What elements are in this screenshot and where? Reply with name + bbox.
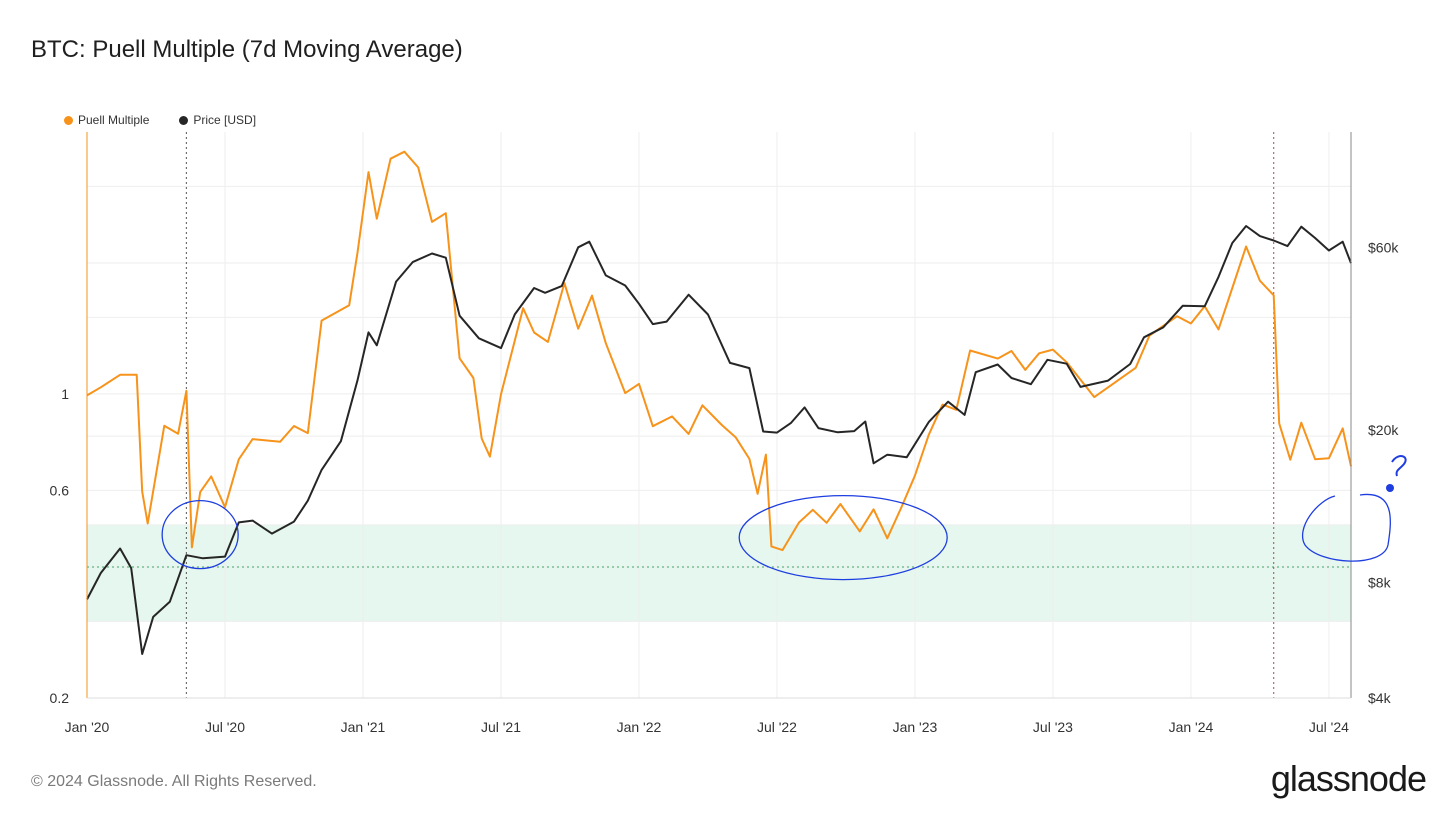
left-tick-label: 0.6 [50,482,70,498]
legend-label-price: Price [USD] [193,113,257,127]
series-line-price [86,225,1352,655]
legend-dot-price [179,115,189,125]
legend-dot-puell [64,115,73,125]
annotation-question-hook [1391,455,1407,477]
plot-background [87,524,1351,622]
left-tick-label: 1 [61,386,69,402]
annotation-circle-2022 [738,494,948,581]
right-tick-label: $60k [1368,239,1399,255]
x-tick-label: Jan '21 [341,719,386,735]
x-tick-label: Jan '23 [893,719,938,735]
x-tick-label: Jan '24 [1169,719,1214,735]
annotation-circle-2024 [1302,493,1391,562]
legend-label-puell: Puell Multiple [78,113,150,127]
annotation-question-dot [1386,484,1394,492]
right-tick-label: $8k [1368,575,1392,591]
legend-item-puell[interactable]: Puell Multiple [64,113,149,127]
annotation-layer [161,455,1407,581]
x-tick-label: Jul '24 [1309,719,1349,735]
axis-layer: Jan '20 Jul '20 Jan '21 Jul '21 Jan '22 Jul '… [50,132,1399,735]
x-tick-label: Jul '21 [481,719,521,735]
right-tick-label: $4k [1368,690,1392,706]
x-tick-label: Jul '22 [757,719,797,735]
x-tick-label: Jan '20 [65,719,110,735]
chart-title: BTC: Puell Multiple (7d Moving Average) [31,36,463,63]
puell-green-band [87,524,1351,622]
x-tick-label: Jul '23 [1033,719,1073,735]
legend: Puell Multiple Price [USD] [64,113,256,127]
annotation-circle-2020 [161,499,239,570]
right-tick-label: $20k [1368,422,1399,438]
series-layer [86,150,1352,655]
x-tick-label: Jul '20 [205,719,245,735]
left-tick-label: 0.2 [50,690,70,706]
copyright-footer: © 2024 Glassnode. All Rights Reserved. [31,773,317,790]
glassnode-logo: glassnode [1270,758,1427,799]
legend-item-price[interactable]: Price [USD] [179,113,256,127]
x-tick-label: Jan '22 [617,719,662,735]
